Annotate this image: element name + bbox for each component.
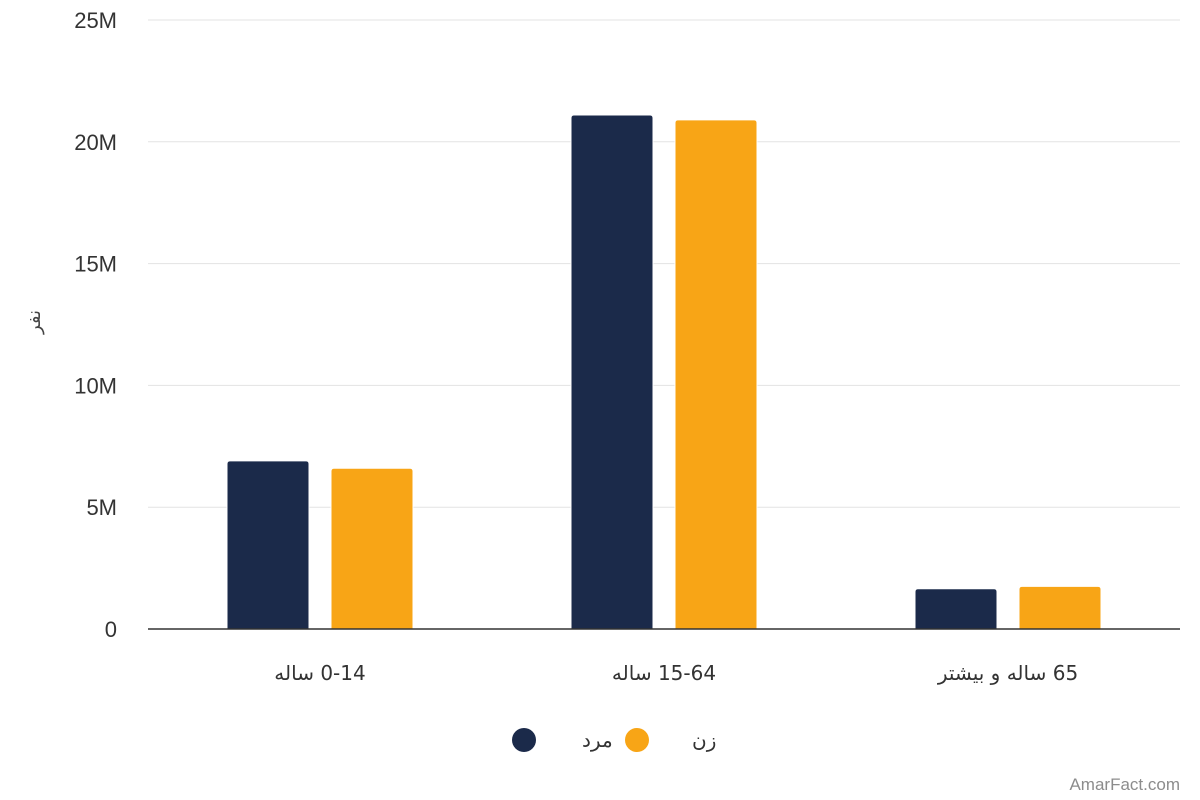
bar-female[interactable] xyxy=(1018,585,1102,630)
y-tick-label: 0 xyxy=(105,617,117,642)
legend-label: مرد xyxy=(582,728,613,752)
y-tick-label: 15M xyxy=(74,252,117,277)
watermark: AmarFact.com xyxy=(1069,775,1180,794)
y-tick-label: 25M xyxy=(74,8,117,33)
bar-female[interactable] xyxy=(330,467,414,630)
legend: مرد زن xyxy=(512,728,716,752)
legend-item[interactable]: زن xyxy=(625,728,716,752)
x-axis-categories: 0-14 ساله 15-64 ساله 65 ساله و بیشتر xyxy=(274,661,1078,685)
y-axis-ticks: 0 5M 10M 15M 20M 25M xyxy=(74,8,117,642)
x-category-label: 15-64 ساله xyxy=(612,661,716,685)
bars xyxy=(226,114,1102,630)
x-category-label: 0-14 ساله xyxy=(274,661,365,685)
y-tick-label: 5M xyxy=(86,495,117,520)
legend-marker xyxy=(512,728,536,752)
y-tick-label: 20M xyxy=(74,130,117,155)
legend-item[interactable]: مرد xyxy=(512,728,613,752)
bar-male[interactable] xyxy=(914,588,998,630)
gridlines xyxy=(148,19,1180,508)
y-tick-label: 10M xyxy=(74,373,117,398)
bar-male[interactable] xyxy=(570,114,654,630)
bar-male[interactable] xyxy=(226,460,310,630)
x-category-label: 65 ساله و بیشتر xyxy=(937,661,1078,685)
legend-marker xyxy=(625,728,649,752)
y-axis-title: نفر xyxy=(24,310,45,335)
legend-label: زن xyxy=(692,728,716,752)
bar-female[interactable] xyxy=(674,119,758,630)
